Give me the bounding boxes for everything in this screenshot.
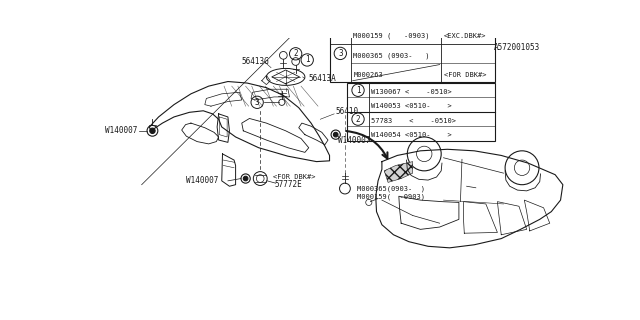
Text: <FOR DBK#>: <FOR DBK#> <box>273 174 315 180</box>
Text: 1: 1 <box>305 55 310 64</box>
Text: 57783    <    -0510>: 57783 < -0510> <box>371 117 456 124</box>
Bar <box>330 25 495 82</box>
Text: W130067 <    -0510>: W130067 < -0510> <box>371 89 452 95</box>
Text: 56410: 56410 <box>336 107 359 116</box>
Text: W140007: W140007 <box>338 136 371 145</box>
Text: 56413G: 56413G <box>241 57 269 66</box>
Text: 2: 2 <box>356 115 360 124</box>
Text: <EXC.DBK#>: <EXC.DBK#> <box>444 33 486 39</box>
Text: M000159 (   -0903): M000159 ( -0903) <box>353 33 430 39</box>
Bar <box>348 83 495 141</box>
Text: <FOR DBK#>: <FOR DBK#> <box>444 72 486 77</box>
Text: 3: 3 <box>255 98 259 107</box>
Circle shape <box>333 132 338 137</box>
Text: 1: 1 <box>356 86 360 95</box>
Circle shape <box>150 128 155 133</box>
Text: M000365(0903-  ): M000365(0903- ) <box>357 185 425 192</box>
Text: M000263: M000263 <box>353 72 383 77</box>
Text: 2: 2 <box>293 49 298 58</box>
Text: A572001053: A572001053 <box>493 43 540 52</box>
Polygon shape <box>384 162 413 182</box>
Text: W140007: W140007 <box>186 176 218 185</box>
Circle shape <box>243 176 248 181</box>
Text: 3: 3 <box>338 49 342 58</box>
Text: M000365 (0903-   ): M000365 (0903- ) <box>353 52 430 59</box>
Text: W140007: W140007 <box>105 126 137 135</box>
Text: W140053 <0510-    >: W140053 <0510- > <box>371 103 452 109</box>
Text: 57772E: 57772E <box>274 180 302 189</box>
Text: W140054 <0510-    >: W140054 <0510- > <box>371 132 452 138</box>
Text: M000159(  -0903): M000159( -0903) <box>357 193 425 199</box>
Text: 56413A: 56413A <box>308 74 337 83</box>
